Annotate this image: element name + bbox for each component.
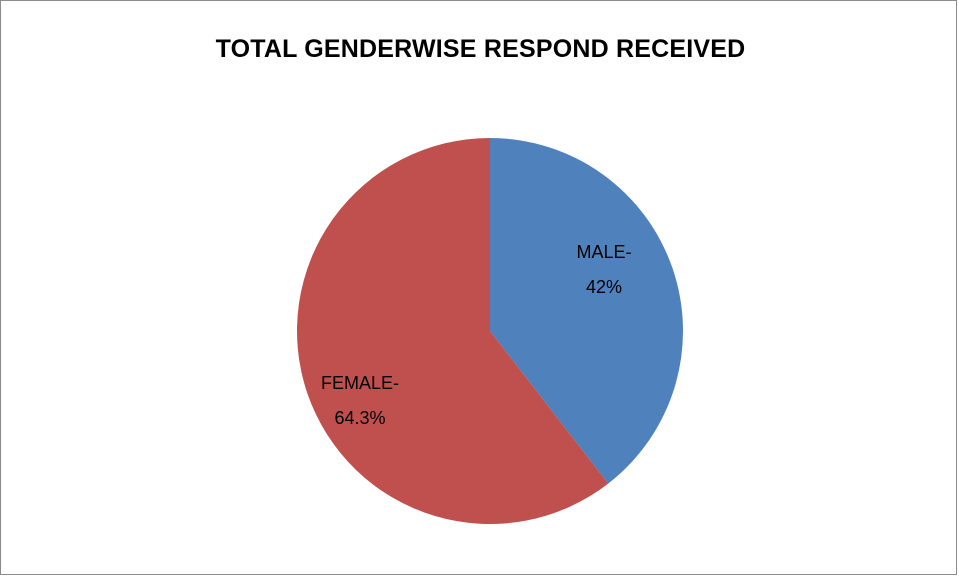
slice-label-value: 42% bbox=[586, 277, 622, 297]
pie-slice-female bbox=[297, 138, 609, 524]
pie-slice-male bbox=[490, 138, 684, 484]
chart-title: TOTAL GENDERWISE RESPOND RECEIVED bbox=[215, 35, 746, 63]
slice-label-name: FEMALE- bbox=[321, 373, 399, 393]
slice-label-name: MALE- bbox=[576, 242, 631, 262]
slice-label-value: 64.3% bbox=[334, 408, 385, 428]
